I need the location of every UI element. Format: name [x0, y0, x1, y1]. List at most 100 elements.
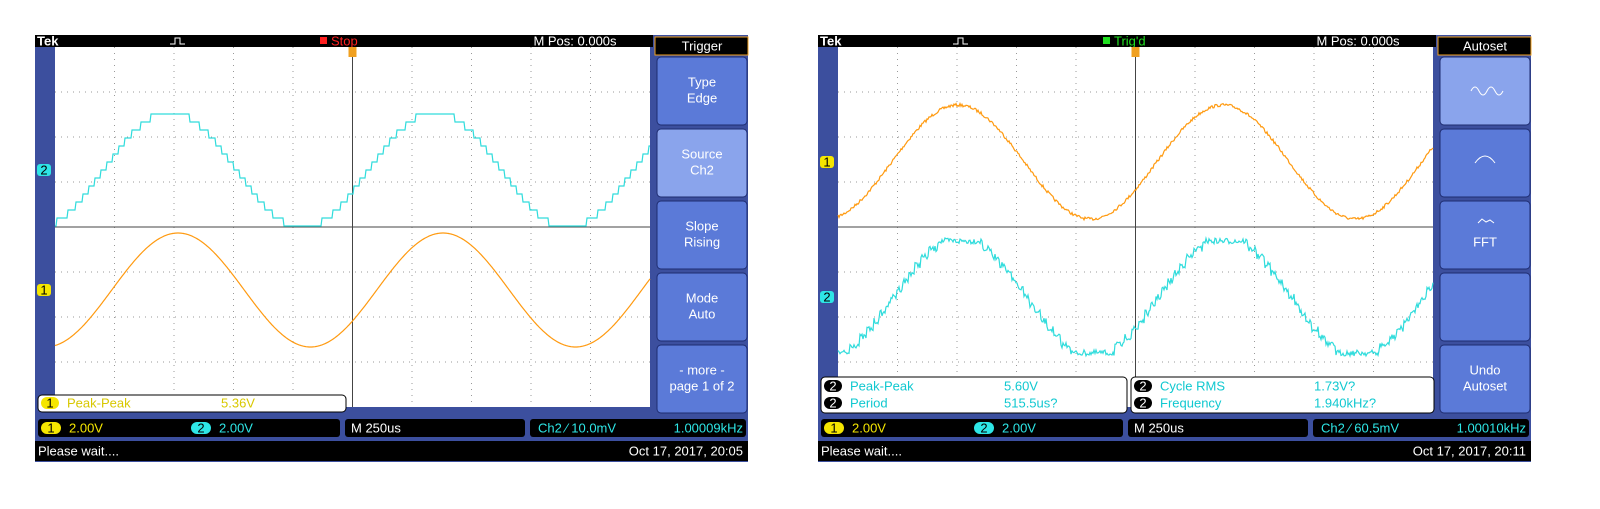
menu-button — [656, 200, 748, 270]
channel-marker-label: 1 — [823, 154, 830, 169]
menu-button-label[interactable]: Undo — [1469, 362, 1500, 377]
channel-marker — [37, 164, 51, 176]
menu-button — [1439, 56, 1531, 126]
measurement-value: 515.5us? — [1004, 395, 1058, 410]
status-message: Please wait.... — [38, 443, 119, 458]
trigger-marker — [348, 47, 357, 57]
menu-button-label[interactable]: Type — [688, 74, 716, 89]
status-box — [38, 419, 340, 437]
menu-button-label[interactable]: Rising — [684, 234, 720, 249]
measurement-value: 1.940kHz? — [1314, 395, 1376, 410]
menu-title-bar — [1437, 36, 1532, 56]
menu-button — [1439, 128, 1531, 198]
menu-button — [656, 344, 748, 414]
timebase: M 250us — [351, 420, 401, 435]
state-icon — [1103, 37, 1110, 44]
channel-badge — [824, 422, 844, 434]
status-box — [1313, 419, 1529, 437]
measurement-channel: 2 — [1139, 395, 1146, 410]
channel-scale: 2.00V — [852, 420, 886, 435]
menu-button-label[interactable]: Mode — [686, 290, 719, 305]
status-message: Please wait.... — [821, 443, 902, 458]
channel-number: 1 — [47, 420, 54, 435]
measurement-box — [1130, 376, 1435, 414]
menu-title: Autoset — [1463, 38, 1507, 53]
trigger-icon — [170, 37, 185, 45]
menu-button-label[interactable]: Slope — [685, 218, 718, 233]
measurement-badge — [1134, 397, 1152, 409]
menu-button-label[interactable]: FFT — [1473, 234, 1497, 249]
menu-button — [656, 128, 748, 198]
trigger-readout: Ch2 ⁄ 10.0mV — [538, 420, 616, 435]
measurement-name: Period — [850, 395, 888, 410]
channel-badge — [974, 422, 994, 434]
timestamp: Oct 17, 2017, 20:11 — [1413, 443, 1526, 458]
status-box — [530, 419, 746, 437]
channel-scale: 2.00V — [219, 420, 253, 435]
top-bar — [35, 35, 653, 47]
measurement-name: Peak-Peak — [67, 395, 131, 410]
measurement-badge — [41, 397, 59, 409]
channel-number: 2 — [980, 420, 987, 435]
menu-button-label[interactable]: Edge — [687, 90, 717, 105]
scope-screen: Tek Trig'd M Pos: 0.000s 1 2 2 Peak-Peak 5.60V 2… — [818, 33, 1532, 462]
measurement-name: Peak-Peak — [850, 378, 914, 393]
menu-button — [1439, 272, 1531, 342]
channel-scale: 2.00V — [69, 420, 103, 435]
channel-scale: 2.00V — [1002, 420, 1036, 435]
waveform — [55, 113, 650, 227]
menu-button-label[interactable]: page 1 of 2 — [669, 378, 734, 393]
timebase: M 250us — [1134, 420, 1184, 435]
channel-number: 1 — [830, 420, 837, 435]
menu-button-label[interactable]: Source — [681, 146, 722, 161]
frequency: 1.00009kHz — [674, 420, 743, 435]
waveform — [54, 232, 651, 348]
message-bar — [818, 441, 1531, 461]
channel-number: 2 — [197, 420, 204, 435]
brand: Tek — [37, 33, 59, 48]
channel-marker-label: 2 — [823, 289, 830, 304]
message-bar — [35, 441, 748, 461]
channel-marker — [820, 291, 834, 303]
menu-button — [1439, 200, 1531, 270]
scope-screen: Tek Stop M Pos: 0.000s 2 1 1 Peak-Peak 5.36V 1 2.… — [35, 33, 749, 462]
brand: Tek — [820, 33, 842, 48]
menu-button — [656, 56, 748, 126]
measurement-channel: 2 — [829, 378, 836, 393]
frequency: 1.00010kHz — [1457, 420, 1526, 435]
menu-button-label[interactable]: Auto — [689, 306, 716, 321]
menu-button-label[interactable]: Ch2 — [690, 162, 714, 177]
top-bar — [818, 35, 1436, 47]
measurement-box — [820, 376, 1128, 414]
channel-marker-label: 1 — [40, 282, 47, 297]
state: Trig'd — [1114, 33, 1146, 48]
trigger-readout: Ch2 ⁄ 60.5mV — [1321, 420, 1399, 435]
status-box — [1128, 419, 1308, 437]
menu-button — [1439, 344, 1531, 414]
measurement-channel: 1 — [46, 395, 53, 410]
menu-button-label[interactable]: Autoset — [1463, 378, 1507, 393]
measurement-name: Frequency — [1160, 395, 1222, 410]
measurement-badge — [824, 397, 842, 409]
channel-badge — [191, 422, 211, 434]
measurement-channel: 2 — [1139, 378, 1146, 393]
status-box — [345, 419, 525, 437]
menu-icon — [1477, 218, 1495, 224]
waveform — [837, 101, 1434, 222]
channel-marker-label: 2 — [40, 162, 47, 177]
channel-marker — [37, 284, 51, 296]
measurement-channel: 2 — [829, 395, 836, 410]
measurement-badge — [1134, 380, 1152, 392]
measurement-box — [37, 394, 347, 413]
state: Stop — [331, 33, 358, 48]
menu-button-label[interactable]: - more - — [679, 362, 725, 377]
menu-icon — [1474, 155, 1496, 164]
waveform — [837, 236, 1434, 359]
measurement-name: Cycle RMS — [1160, 378, 1225, 393]
menu-title-bar — [654, 36, 749, 56]
measurement-value: 5.36V — [221, 395, 255, 410]
menu-icon — [1470, 86, 1504, 96]
measurement-value: 5.60V — [1004, 378, 1038, 393]
state-icon — [320, 37, 327, 44]
